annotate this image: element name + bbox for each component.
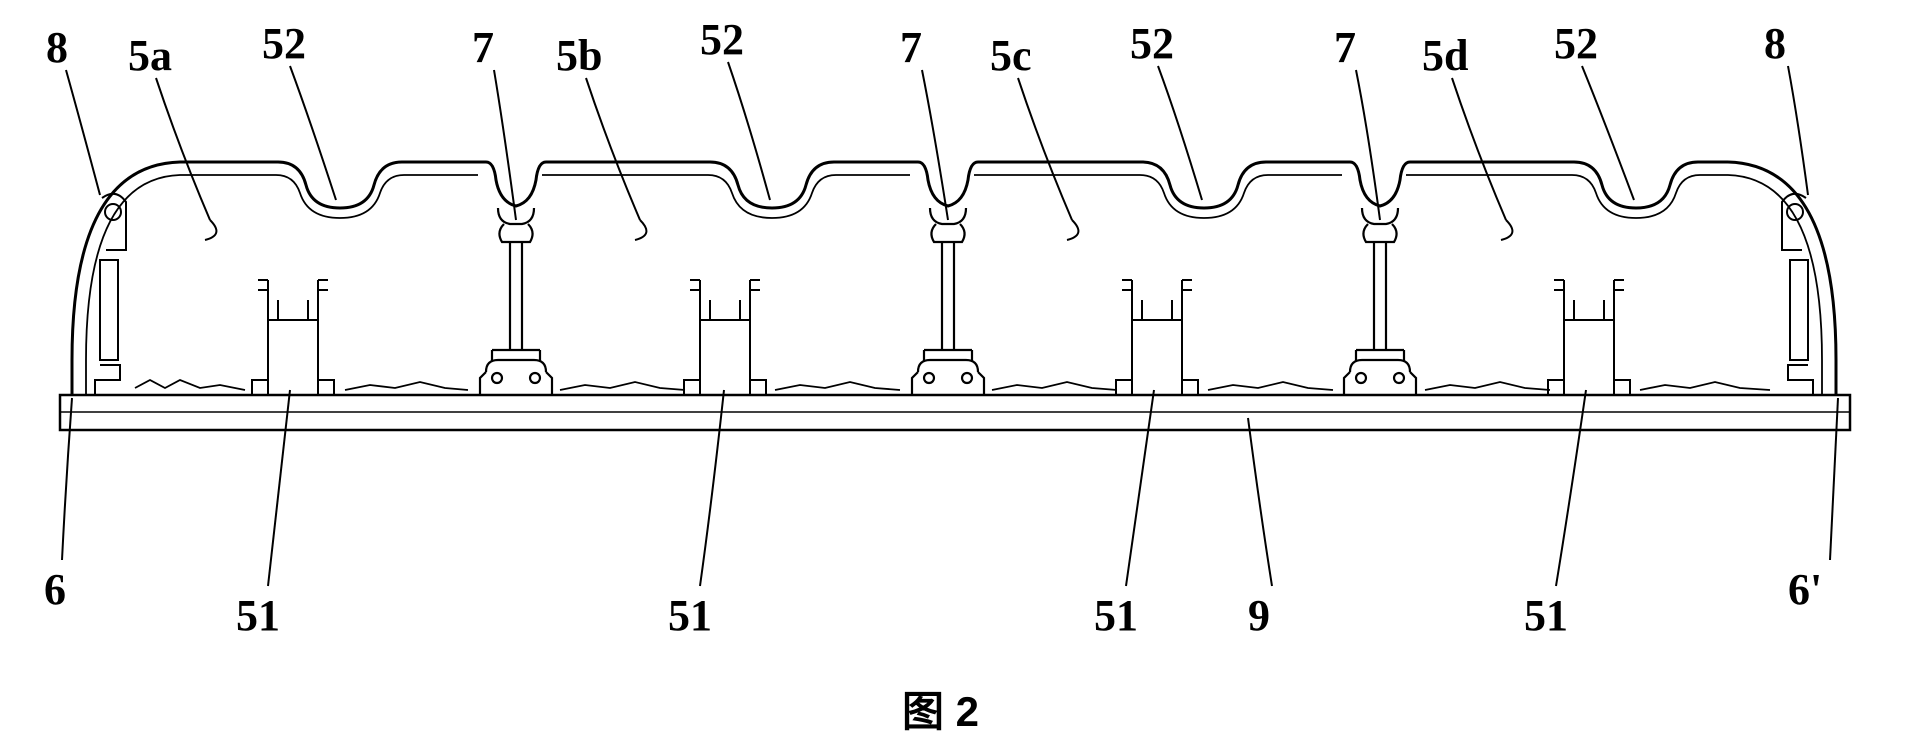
callout-7-2: 7 xyxy=(900,22,922,73)
callout-5a: 5a xyxy=(128,30,172,81)
figure-caption: 图 2 xyxy=(902,678,979,739)
callout-5b: 5b xyxy=(556,30,602,81)
callout-6-left: 6 xyxy=(44,564,66,615)
callout-5c: 5c xyxy=(990,30,1032,81)
callout-52-3: 52 xyxy=(1130,18,1174,69)
callout-7-3: 7 xyxy=(1334,22,1356,73)
callout-8-right: 8 xyxy=(1764,18,1786,69)
callout-51-4: 51 xyxy=(1524,590,1568,641)
callout-51-1: 51 xyxy=(236,590,280,641)
callout-51-2: 51 xyxy=(668,590,712,641)
callout-51-3: 51 xyxy=(1094,590,1138,641)
callout-52-4: 52 xyxy=(1554,18,1598,69)
callout-7-1: 7 xyxy=(472,22,494,73)
callout-5d: 5d xyxy=(1422,30,1468,81)
engineering-drawing xyxy=(0,0,1909,741)
figure-container: 8 5a 52 7 5b 52 7 5c 52 7 5d 52 8 6 51 5… xyxy=(0,0,1909,741)
callout-52-1: 52 xyxy=(262,18,306,69)
callout-52-2: 52 xyxy=(700,14,744,65)
callout-6-prime-right: 6' xyxy=(1788,564,1822,615)
callout-9: 9 xyxy=(1248,590,1270,641)
callout-8-left: 8 xyxy=(46,22,68,73)
